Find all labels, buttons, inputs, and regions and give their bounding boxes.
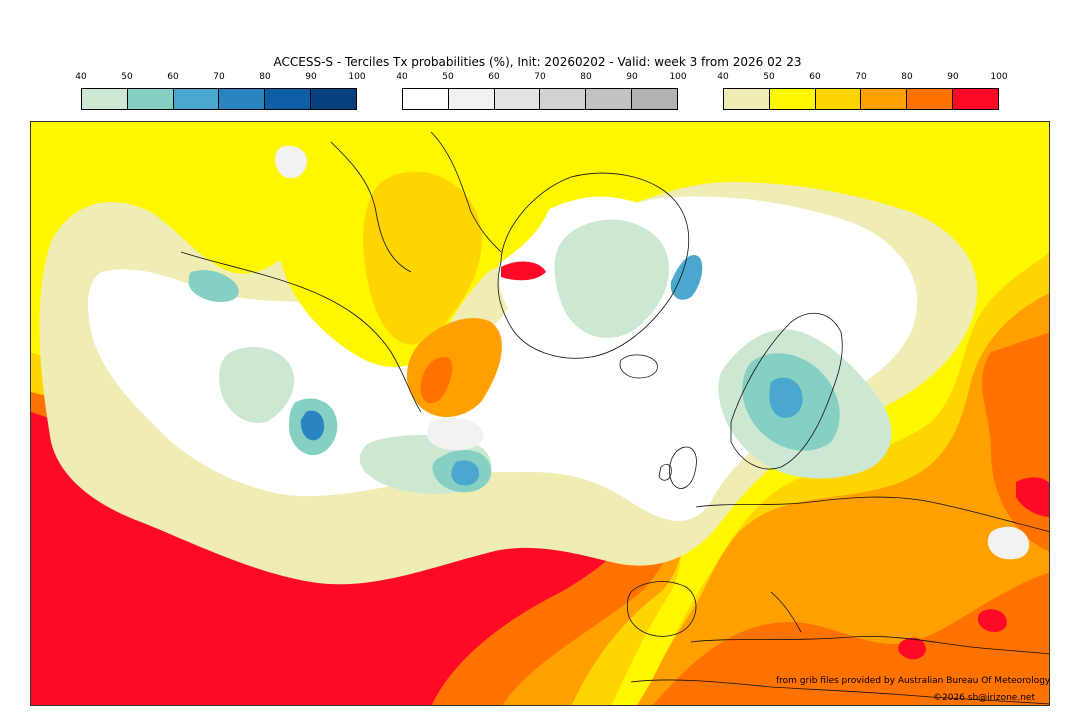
legend-swatch xyxy=(861,89,908,109)
legend-swatch xyxy=(219,89,266,109)
grey-patch-1 xyxy=(275,145,307,179)
legend-above-normal: 40 50 60 70 80 90 100 xyxy=(717,72,1008,112)
chart-title: ACCESS-S - Terciles Tx probabilities (%)… xyxy=(273,55,802,69)
legend-near-normal: 40 50 60 70 80 90 100 xyxy=(396,72,687,112)
legend-tick: 100 xyxy=(348,72,366,82)
legend-tick: 100 xyxy=(990,72,1008,82)
legend-tick: 70 xyxy=(534,72,546,82)
green-greenland xyxy=(554,219,670,338)
legend-tick: 100 xyxy=(669,72,687,82)
legend-tick: 50 xyxy=(763,72,775,82)
legend-swatch xyxy=(127,89,174,109)
legend-tick: 60 xyxy=(809,72,821,82)
legend-colorbar xyxy=(723,88,999,110)
legend-swatch xyxy=(173,89,220,109)
legend-swatch xyxy=(494,89,541,109)
legend-tick: 60 xyxy=(488,72,500,82)
orange-south-europe xyxy=(652,572,1049,705)
legend-swatch xyxy=(82,89,128,109)
legend-swatch xyxy=(265,89,312,109)
copyright-notice: ©2026 sb@irizone.net xyxy=(933,693,1035,703)
legend-tick: 90 xyxy=(305,72,317,82)
legend-swatch xyxy=(769,89,816,109)
grey-patch-3 xyxy=(987,526,1030,560)
legend-tick: 90 xyxy=(947,72,959,82)
red-hotspot-south-2 xyxy=(977,609,1007,633)
red-hotspot-east xyxy=(1016,477,1049,517)
legend-tick: 60 xyxy=(167,72,179,82)
legend-tick: 90 xyxy=(626,72,638,82)
gold-canada xyxy=(363,171,482,345)
legend-colorbar xyxy=(402,88,678,110)
legend-tick: 70 xyxy=(213,72,225,82)
green-atlantic-1 xyxy=(219,347,295,423)
legend-tick: 80 xyxy=(259,72,271,82)
legend-swatch xyxy=(953,89,998,109)
legend-below-normal: 40 50 60 70 80 90 100 xyxy=(75,72,366,112)
legend-swatch xyxy=(448,89,495,109)
legend-swatch xyxy=(586,89,633,109)
legend-swatch xyxy=(540,89,587,109)
legend-swatch xyxy=(724,89,770,109)
legend-tick: 80 xyxy=(901,72,913,82)
legend-tick: 50 xyxy=(121,72,133,82)
data-source-credit: from grib files provided by Australian B… xyxy=(776,676,1051,686)
red-greenland-strip xyxy=(501,261,546,281)
red-hotspot-south-1 xyxy=(898,637,926,660)
coastlines xyxy=(180,131,1049,705)
legend-swatch xyxy=(403,89,449,109)
legend-tick: 80 xyxy=(580,72,592,82)
legend-swatch xyxy=(907,89,954,109)
legend-swatch xyxy=(632,89,677,109)
legend-tick: 40 xyxy=(396,72,408,82)
legend-tick: 40 xyxy=(75,72,87,82)
legend-colorbar xyxy=(81,88,357,110)
legend-swatch xyxy=(311,89,356,109)
grey-patch-2 xyxy=(427,417,484,451)
orange-labrador-2 xyxy=(420,357,453,404)
legend-swatch xyxy=(815,89,862,109)
teal-canada-coast xyxy=(188,270,239,302)
legend-tick: 70 xyxy=(855,72,867,82)
teal-iceland-east xyxy=(670,254,703,300)
blue-scandinavia xyxy=(769,377,803,418)
blue-atlantic-1 xyxy=(300,410,325,441)
probability-map xyxy=(30,121,1050,706)
legend-tick: 50 xyxy=(442,72,454,82)
legend-tick: 40 xyxy=(717,72,729,82)
blue-atlantic-2 xyxy=(451,460,480,486)
